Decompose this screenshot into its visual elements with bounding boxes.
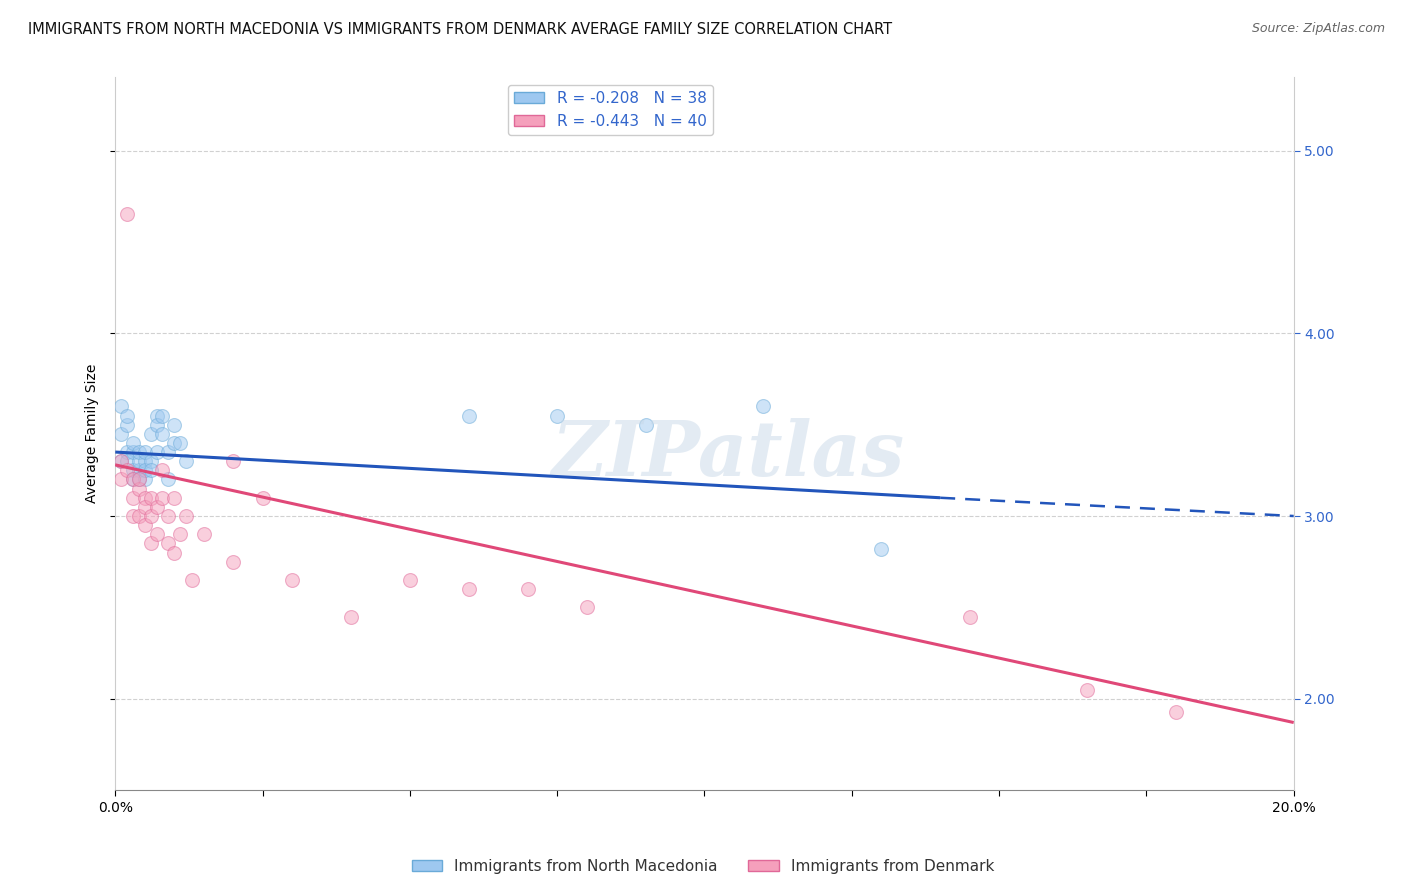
Point [163,545,186,559]
Point [122,445,145,459]
Point [128,463,150,477]
Point [122,463,145,477]
Point [399,573,422,587]
Point [110,426,132,441]
Point [139,426,162,441]
Point [145,527,167,541]
Point [174,454,197,468]
Point [134,445,156,459]
Point [157,445,180,459]
Text: IMMIGRANTS FROM NORTH MACEDONIA VS IMMIGRANTS FROM DENMARK AVERAGE FAMILY SIZE C: IMMIGRANTS FROM NORTH MACEDONIA VS IMMIG… [28,22,893,37]
Point [222,555,245,569]
Point [152,491,174,505]
Point [122,436,145,450]
Point [115,445,138,459]
Point [174,509,197,524]
Point [516,582,538,596]
Point [163,491,186,505]
Point [281,573,304,587]
Point [139,536,162,550]
Point [134,463,156,477]
Point [222,454,245,468]
Point [959,609,981,624]
Y-axis label: Average Family Size: Average Family Size [86,364,100,503]
Point [870,541,893,556]
Point [575,600,598,615]
Point [180,573,202,587]
Point [163,436,186,450]
Point [110,473,132,487]
Text: ZIPatlas: ZIPatlas [551,418,904,492]
Point [122,491,145,505]
Point [457,409,479,423]
Point [122,473,145,487]
Point [169,436,191,450]
Point [110,454,132,468]
Point [145,445,167,459]
Legend: R = -0.208   N = 38, R = -0.443   N = 40: R = -0.208 N = 38, R = -0.443 N = 40 [508,85,713,135]
Point [152,463,174,477]
Point [134,518,156,533]
Text: Source: ZipAtlas.com: Source: ZipAtlas.com [1251,22,1385,36]
Point [157,536,180,550]
Point [193,527,215,541]
Point [169,527,191,541]
Point [145,409,167,423]
Point [115,207,138,221]
Point [134,454,156,468]
Point [157,509,180,524]
Point [252,491,274,505]
Point [110,454,132,468]
Legend: Immigrants from North Macedonia, Immigrants from Denmark: Immigrants from North Macedonia, Immigra… [405,853,1001,880]
Point [115,409,138,423]
Point [1076,682,1098,697]
Point [128,473,150,487]
Point [139,454,162,468]
Point [134,491,156,505]
Point [145,500,167,514]
Point [163,417,186,432]
Point [457,582,479,596]
Point [110,400,132,414]
Point [122,473,145,487]
Point [145,417,167,432]
Point [157,473,180,487]
Point [546,409,568,423]
Point [115,454,138,468]
Point [134,473,156,487]
Point [115,417,138,432]
Point [634,417,657,432]
Point [134,500,156,514]
Point [152,426,174,441]
Point [752,400,775,414]
Point [128,482,150,496]
Point [152,409,174,423]
Point [139,491,162,505]
Point [128,454,150,468]
Point [340,609,363,624]
Point [115,463,138,477]
Point [122,509,145,524]
Point [139,509,162,524]
Point [139,463,162,477]
Point [1164,705,1187,719]
Point [128,509,150,524]
Point [128,473,150,487]
Point [128,445,150,459]
